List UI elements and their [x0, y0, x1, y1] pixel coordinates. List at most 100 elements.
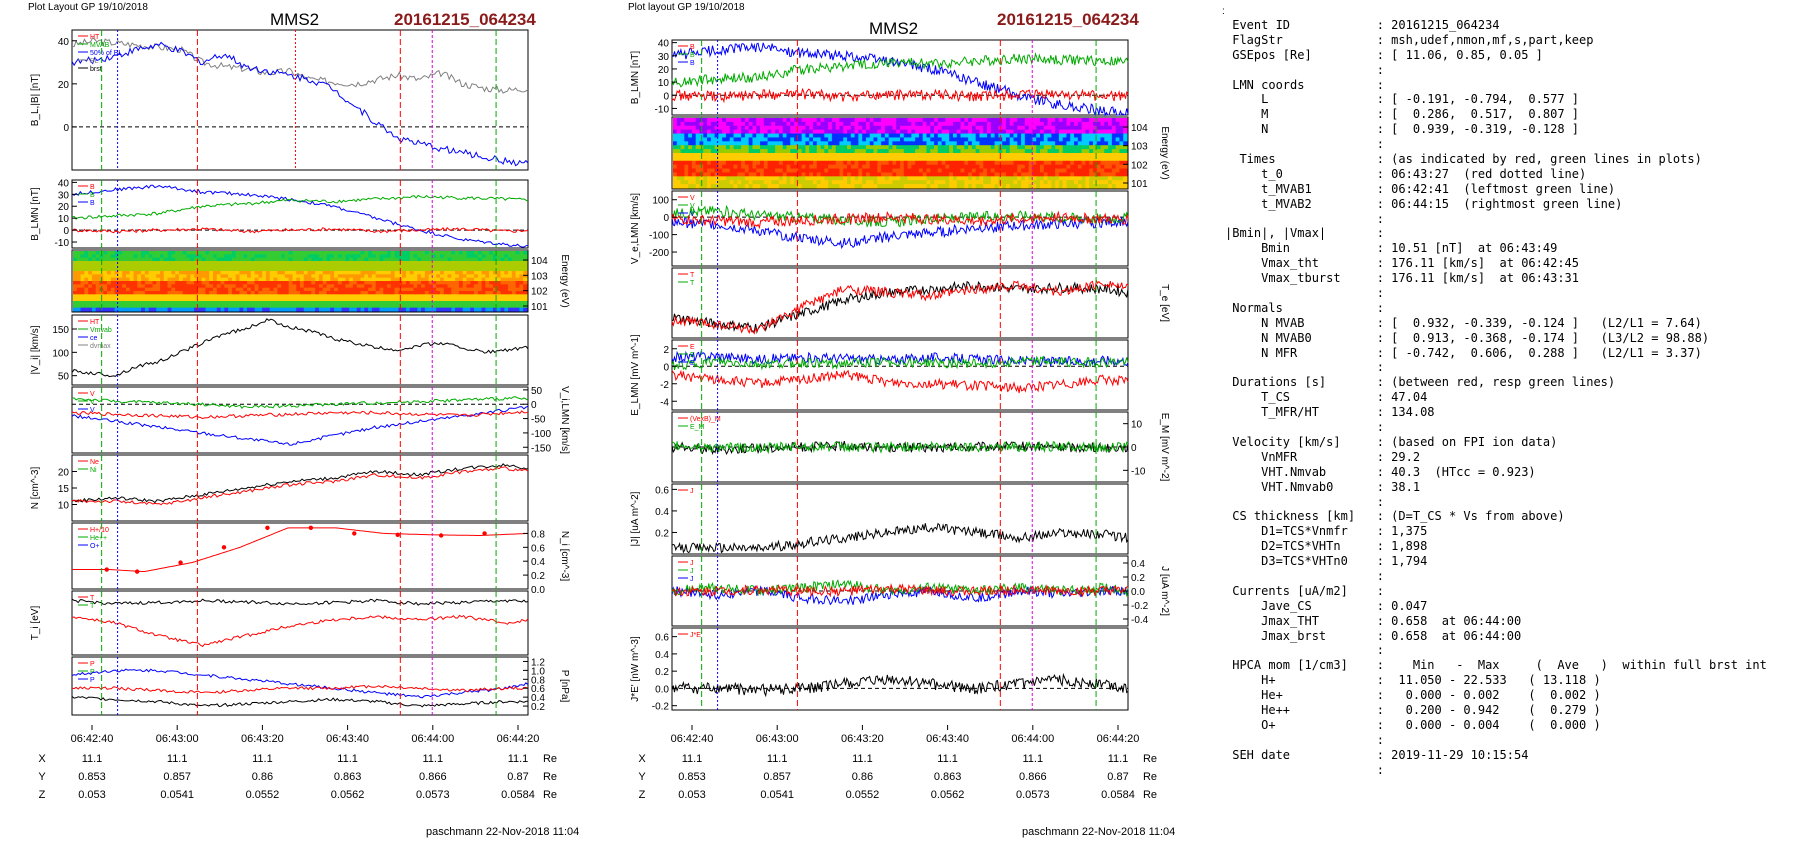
data-point — [221, 545, 227, 550]
heatmap-cell — [515, 271, 520, 275]
heatmap-cell — [941, 160, 946, 166]
heatmap-cell — [695, 180, 700, 185]
heatmap-cell — [273, 297, 278, 302]
heatmap-cell — [816, 118, 822, 123]
heatmap-cell — [432, 294, 437, 299]
heatmap-cell — [156, 261, 161, 265]
heatmap-cell — [523, 274, 528, 279]
heatmap-cell — [315, 297, 320, 302]
heatmap-cell — [1096, 129, 1102, 135]
heatmap-cell — [915, 153, 920, 158]
heatmap-cell — [729, 141, 735, 146]
heatmap-cell — [337, 267, 343, 272]
heatmap-cell — [209, 257, 214, 262]
heatmap-cell — [786, 129, 791, 135]
heatmap-cell — [786, 184, 791, 189]
heatmap-cell — [114, 254, 119, 259]
heatmap-cell — [409, 301, 414, 305]
heatmap-cell — [756, 137, 761, 142]
heatmap-cell — [182, 254, 187, 259]
heatmap-cell — [812, 145, 818, 150]
heatmap-cell — [250, 274, 256, 279]
heatmap-cell — [911, 168, 916, 173]
heatmap-cell — [941, 137, 946, 142]
heatmap-cell — [322, 297, 327, 302]
heatmap-cell — [1002, 176, 1007, 181]
heatmap-cell — [850, 156, 856, 162]
heatmap-cell — [684, 156, 689, 162]
heatmap-cell — [315, 284, 320, 289]
heatmap-cell — [1070, 149, 1075, 154]
heatmap-cell — [1104, 176, 1109, 181]
heatmap-cell — [125, 307, 131, 312]
heatmap-cell — [258, 271, 263, 275]
heatmap-cell — [262, 294, 267, 299]
legend-label: B — [90, 184, 95, 191]
heatmap-cell — [205, 284, 210, 289]
heatmap-cell — [1115, 118, 1120, 123]
heatmap-cell — [737, 129, 742, 135]
heatmap-cell — [76, 257, 82, 262]
heatmap-cell — [458, 257, 464, 262]
heatmap-cell — [171, 304, 176, 309]
heatmap-cell — [1096, 156, 1102, 162]
info-line: VnMFR : 29.2 — [1225, 449, 1421, 464]
heatmap-cell — [1024, 118, 1030, 123]
heatmap-cell — [1111, 156, 1117, 162]
heatmap-cell — [326, 251, 331, 255]
heatmap-cell — [375, 301, 380, 305]
heatmap-cell — [839, 137, 844, 142]
heatmap-cell — [504, 281, 509, 285]
heatmap-cell — [387, 257, 392, 262]
heatmap-cell — [809, 176, 814, 181]
heatmap-cell — [224, 261, 229, 265]
heatmap-cell — [952, 160, 958, 166]
heatmap-cell — [247, 301, 252, 305]
heatmap-cell — [390, 294, 396, 299]
heatmap-cell — [417, 297, 422, 302]
data-point — [395, 532, 400, 538]
heatmap-cell — [470, 251, 475, 255]
heatmap-cell — [699, 168, 704, 173]
y-tick-label: 10 — [58, 501, 70, 512]
heatmap-cell — [968, 164, 973, 170]
heatmap-cell — [752, 160, 757, 166]
heatmap-cell — [979, 137, 984, 142]
heatmap-cell — [915, 164, 920, 170]
heatmap-cell — [869, 176, 875, 181]
heatmap-cell — [850, 141, 856, 146]
heatmap-cell — [1111, 129, 1117, 135]
heatmap-cell — [869, 156, 875, 162]
heatmap-cell — [828, 180, 833, 185]
heatmap-cell — [680, 118, 685, 123]
heatmap-cell — [451, 264, 456, 269]
heatmap-cell — [714, 164, 719, 170]
heatmap-cell — [303, 261, 309, 265]
heatmap-cell — [243, 284, 248, 289]
heatmap-cell — [371, 291, 377, 295]
heatmap-cell — [375, 254, 380, 259]
heatmap-cell — [231, 291, 237, 295]
heatmap-cell — [907, 141, 912, 146]
heatmap-cell — [918, 168, 924, 173]
heatmap-cell — [413, 294, 418, 299]
heatmap-cell — [394, 264, 399, 269]
heatmap-cell — [1115, 153, 1120, 158]
heatmap-cell — [1108, 121, 1113, 127]
heatmap-cell — [375, 297, 380, 302]
heatmap-cell — [1077, 153, 1083, 158]
heatmap-cell — [790, 172, 795, 177]
heatmap-cell — [73, 264, 78, 269]
heatmap-cell — [828, 133, 833, 138]
heatmap-cell — [1039, 129, 1045, 135]
heatmap-cell — [341, 257, 346, 262]
heatmap-cell — [930, 145, 935, 150]
heatmap-cell — [801, 118, 806, 123]
heatmap-cell — [175, 254, 180, 259]
heatmap-cell — [76, 267, 82, 272]
heatmap-cell — [824, 164, 829, 170]
heatmap-cell — [714, 153, 719, 158]
panel-frame — [671, 339, 1129, 411]
heatmap-cell — [458, 271, 464, 275]
